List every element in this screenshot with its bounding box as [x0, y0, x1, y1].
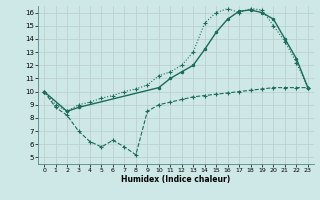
X-axis label: Humidex (Indice chaleur): Humidex (Indice chaleur)	[121, 175, 231, 184]
